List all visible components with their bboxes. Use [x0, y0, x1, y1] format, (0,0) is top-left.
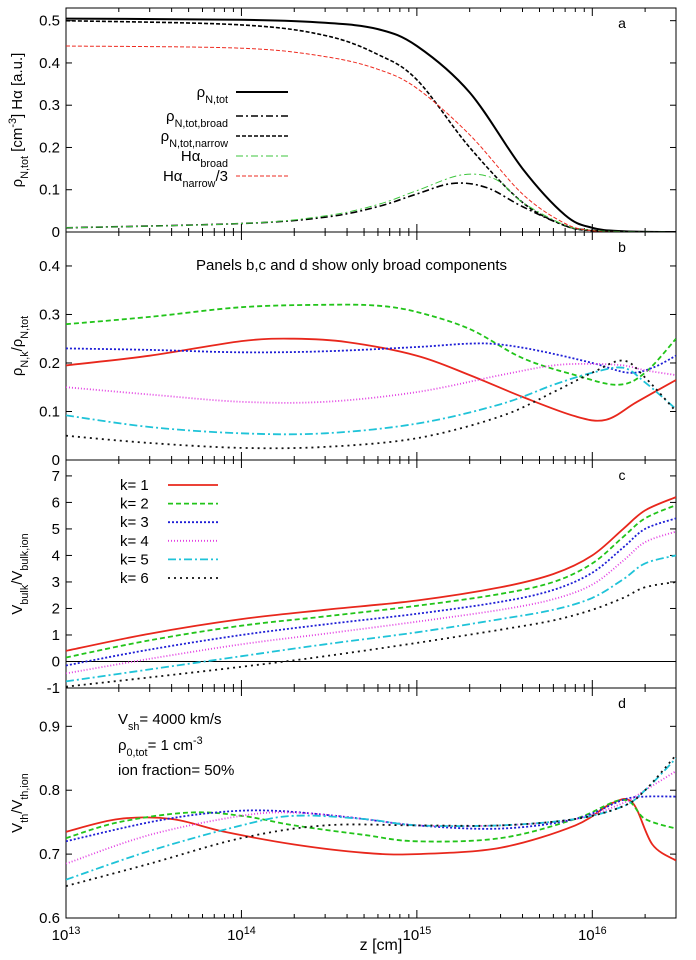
- y-tick-label: 1: [52, 627, 60, 644]
- series-line: [66, 173, 676, 232]
- y-tick-label: 0.2: [39, 355, 60, 372]
- legend-label: ρN,tot: [197, 84, 228, 106]
- legend-label: k= 2: [120, 496, 149, 513]
- y-tick-label: 6: [52, 494, 60, 511]
- series-line: [66, 45, 676, 232]
- y-tick-label: 5: [52, 521, 60, 538]
- legend-label: ρN,tot,broad: [166, 108, 228, 130]
- series-line: [66, 342, 676, 374]
- panel-letter: d: [618, 695, 626, 711]
- series-line: [66, 504, 676, 659]
- series-line: [66, 581, 676, 688]
- series-group: [66, 754, 676, 887]
- panel-frame: [65, 459, 677, 689]
- series-line: [66, 366, 676, 436]
- series-line: [66, 19, 676, 232]
- panel-a: 0 0.1 0.2 0.3 0.4 0.5 a: [39, 7, 677, 241]
- series-line: [66, 337, 676, 422]
- y-tick-label: 0.1: [39, 182, 60, 199]
- panel-b-annotation: Panels b,c and d show only broad compone…: [196, 257, 507, 274]
- series-line: [66, 362, 676, 404]
- series-line: [66, 554, 676, 683]
- y-axis-label-d: Vth/Vth,ion: [9, 773, 31, 833]
- y-tick-label: 0.3: [39, 306, 60, 323]
- legend-label: Hαnarrow/3: [163, 168, 228, 190]
- series-line: [66, 496, 676, 652]
- legend-label: ρN,tot,narrow: [161, 128, 229, 150]
- series-line: [66, 359, 676, 450]
- series-group: [66, 496, 676, 688]
- y-tick-label: 0.3: [39, 97, 60, 114]
- legend-label: k= 1: [120, 477, 149, 494]
- x-tick-labels: 1013 1014 1015 1016: [52, 925, 607, 944]
- x-tick-label: 1015: [403, 925, 432, 944]
- panel-c: -1 0 1 2 3 4 5 6 7 c: [47, 459, 677, 697]
- legend-label: k= 5: [120, 551, 149, 568]
- y-tick-label: 7: [52, 468, 60, 485]
- panel-letter: b: [618, 239, 626, 255]
- panel-frame: [65, 687, 677, 919]
- panel-frame: [65, 7, 677, 233]
- y-tick-label: 0: [52, 653, 60, 670]
- y-axis-label-a: ρN,tot [cm-3] Hα [a.u.]: [7, 53, 31, 188]
- y-tick-label: 0: [52, 224, 60, 241]
- y-axis-label-c: Vbulk/Vbulk,ion: [9, 533, 31, 614]
- y-tick-label: 0.9: [39, 718, 60, 735]
- series-line: [66, 517, 676, 667]
- y-tick-label: 2: [52, 600, 60, 617]
- legend-label: k= 6: [120, 570, 149, 587]
- y-tick-label: 4: [52, 547, 60, 564]
- series-group: [66, 303, 676, 450]
- series-line: [66, 795, 676, 843]
- y-tick-label: 0.1: [39, 403, 60, 420]
- y-tick-label: 0.2: [39, 139, 60, 156]
- annotation-vsh: Vsh= 4000 km/s: [118, 711, 222, 733]
- annotation-rho: ρ0,tot= 1 cm-3: [118, 735, 203, 759]
- series-line: [66, 17, 676, 232]
- y-label-text: Vth/Vth,ion: [9, 773, 31, 833]
- series-line: [66, 530, 676, 675]
- legend-label: k= 4: [120, 533, 149, 550]
- y-axis-label-b: ρN,k/ρN,tot: [9, 316, 31, 376]
- y-tick-label: 3: [52, 574, 60, 591]
- series-line: [66, 182, 676, 232]
- panel-d: 0.6 0.7 0.8 0.9 d: [39, 687, 677, 927]
- legend-label: Hαbroad: [181, 148, 228, 170]
- legend-c: k= 1 k= 2k= 3 k= 4k= 5 k= 6: [120, 477, 218, 587]
- series-line: [66, 303, 676, 386]
- y-tick-label: 0.4: [39, 55, 60, 72]
- y-tick-label: 0.8: [39, 782, 60, 799]
- panel-letter: a: [618, 15, 626, 31]
- y-tick-label: 0.4: [39, 258, 60, 275]
- y-tick-label: 0.7: [39, 846, 60, 863]
- y-label-text: ρN,tot [cm-3] Hα [a.u.]: [7, 53, 31, 188]
- series-group: [66, 17, 676, 232]
- panel-letter: c: [619, 467, 626, 483]
- y-tick-label: -1: [47, 680, 60, 697]
- y-label-text: Vbulk/Vbulk,ion: [9, 533, 31, 614]
- y-tick-label: 0.6: [39, 910, 60, 927]
- y-tick-label: 0: [52, 452, 60, 469]
- panels-group: 0 0.1 0.2 0.3 0.4 0.5 a 0 0.1 0.2 0.3 0.4 b -1 0 1 2 3 4 5 6…: [7, 7, 677, 944]
- legend-label: k= 3: [120, 514, 149, 531]
- x-axis-label: z [cm]: [360, 937, 403, 954]
- x-tick-label: 1016: [578, 925, 607, 944]
- x-tick-label: 1014: [227, 925, 256, 944]
- x-tick-label: 1013: [52, 925, 81, 944]
- annotation-ion-fraction: ion fraction= 50%: [118, 762, 234, 779]
- annotations-d: Vsh= 4000 km/sρ0,tot= 1 cm-3 ion fraction…: [118, 711, 234, 779]
- legend-a: ρN,totρN,tot,broadρN,tot,narrowHαbroadHα…: [161, 84, 288, 190]
- panel-b: 0 0.1 0.2 0.3 0.4 b: [39, 231, 677, 469]
- y-label-text: ρN,k/ρN,tot: [9, 316, 31, 376]
- y-tick-label: 0.5: [39, 13, 60, 30]
- series-line: [66, 798, 676, 862]
